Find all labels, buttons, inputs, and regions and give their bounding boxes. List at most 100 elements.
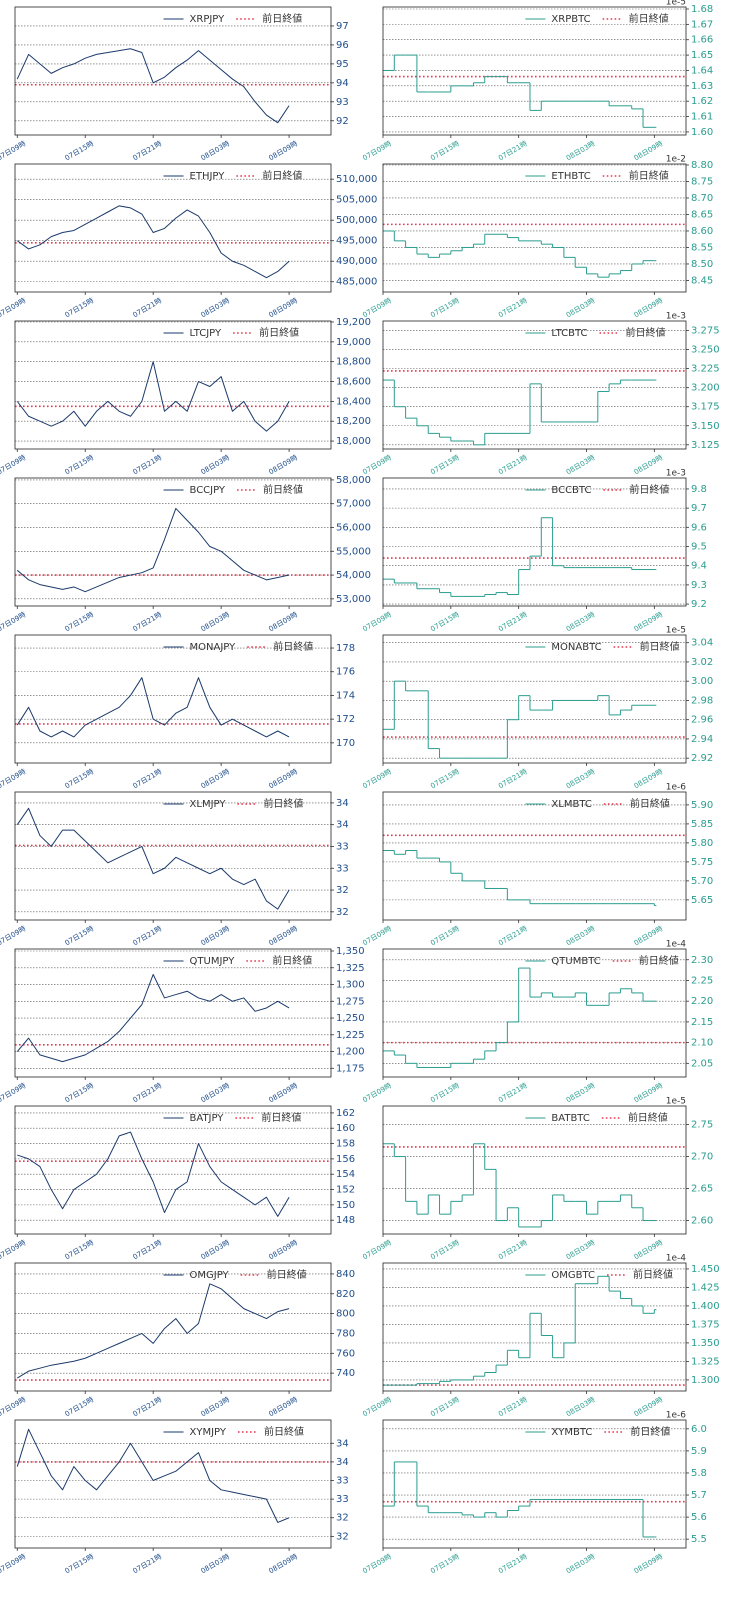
legend-label: 前日終値: [629, 12, 669, 25]
x-tick-label: 08日09時: [633, 611, 665, 634]
x-tick-label: 07日15時: [64, 297, 96, 320]
price-line: [16, 1428, 290, 1523]
plot-frame: [382, 6, 687, 136]
y-tick-label: 2.20: [691, 996, 713, 1007]
y-tick-label: 18,600: [336, 377, 371, 388]
x-tick-label: 07日09時: [361, 1239, 393, 1262]
y-tick-label: 34: [336, 798, 349, 809]
x-tick-label: 07日15時: [429, 925, 461, 948]
x-tick-label: 07日09時: [361, 1553, 393, 1576]
y-tick-label: 1.61: [691, 112, 713, 123]
legend-label: BCCBTC: [551, 485, 591, 496]
y-tick-label: 2.30: [691, 955, 713, 966]
x-tick-label: 08日09時: [633, 454, 665, 477]
plot-frame: [382, 948, 687, 1078]
plot-frame: [382, 477, 687, 607]
y-tick-label: 8.60: [691, 226, 713, 237]
y-tick-label: 5.7: [691, 1490, 707, 1501]
x-tick-label: 07日21時: [497, 768, 529, 791]
x-tick-label: 07日09時: [0, 140, 27, 163]
x-tick-label: 07日15時: [429, 1396, 461, 1419]
y-tick-label: 3.125: [691, 440, 720, 451]
x-tick-label: 08日09時: [633, 1239, 665, 1262]
y-tick-label: 92: [336, 116, 349, 127]
legend-label: 前日終値: [273, 640, 313, 653]
y-tick-label: 5.85: [691, 819, 713, 830]
legend-label: BCCJPY: [190, 485, 226, 496]
x-tick-label: 07日15時: [429, 297, 461, 320]
x-tick-label: 08日09時: [268, 768, 300, 791]
y-tick-label: 18,800: [336, 357, 371, 368]
y-tick-label: 56,000: [336, 522, 371, 533]
y-tick-label: 1.450: [691, 1264, 720, 1275]
y-tick-label: 500,000: [336, 215, 377, 226]
axis-offset: 1e-4: [666, 940, 687, 950]
x-tick-label: 07日21時: [497, 1553, 529, 1576]
y-tick-label: 1.400: [691, 1301, 720, 1312]
y-tick-label: 32: [336, 1513, 349, 1524]
x-tick-label: 08日03時: [565, 1239, 597, 1262]
y-tick-label: 9.4: [691, 561, 707, 572]
legend-label: BATBTC: [551, 1113, 589, 1124]
x-tick-label: 08日09時: [633, 1553, 665, 1576]
y-tick-label: 160: [336, 1123, 355, 1134]
x-tick-label: 07日09時: [0, 1082, 27, 1105]
plot-frame: [14, 634, 332, 764]
price-line: [16, 507, 290, 593]
y-tick-label: 178: [336, 643, 355, 654]
plot-frame: [14, 163, 332, 293]
x-tick-label: 08日09時: [268, 1239, 300, 1262]
y-tick-label: 94: [336, 78, 349, 89]
y-tick-label: 54,000: [336, 570, 371, 581]
x-tick-label: 07日15時: [429, 454, 461, 477]
x-tick-label: 08日03時: [200, 768, 232, 791]
y-tick-label: 2.96: [691, 715, 713, 726]
x-tick-label: 08日09時: [633, 140, 665, 163]
legend-label: OMGJPY: [190, 1270, 230, 1281]
y-tick-label: 5.80: [691, 838, 713, 849]
x-tick-label: 08日03時: [200, 1082, 232, 1105]
y-tick-label: 33: [336, 1476, 349, 1487]
y-tick-label: 32: [336, 885, 349, 896]
x-tick-label: 07日21時: [132, 140, 164, 163]
legend-label: 前日終値: [628, 1111, 668, 1124]
y-tick-label: 3.250: [691, 345, 720, 356]
x-tick-label: 08日09時: [268, 925, 300, 948]
y-tick-label: 1.64: [691, 65, 713, 76]
legend-label: LTCBTC: [551, 328, 587, 339]
legend-label: ETHJPY: [190, 171, 226, 182]
y-tick-label: 174: [336, 690, 355, 701]
legend-label: 前日終値: [261, 1111, 301, 1124]
y-tick-label: 8.50: [691, 259, 713, 270]
x-tick-label: 07日09時: [0, 454, 27, 477]
y-tick-label: 53,000: [336, 594, 371, 605]
x-tick-label: 07日09時: [0, 1396, 27, 1419]
legend-label: 前日終値: [272, 954, 312, 967]
plot-frame: [382, 1419, 687, 1549]
x-tick-label: 08日09時: [633, 768, 665, 791]
x-tick-label: 08日09時: [268, 1553, 300, 1576]
y-tick-label: 760: [336, 1348, 355, 1359]
x-tick-label: 08日09時: [268, 140, 300, 163]
x-tick-label: 08日03時: [565, 925, 597, 948]
plot-frame: [382, 634, 687, 764]
legend-label: 前日終値: [630, 797, 670, 810]
x-tick-label: 07日21時: [132, 1082, 164, 1105]
legend-label: 前日終値: [630, 1425, 670, 1438]
y-tick-label: 8.80: [691, 160, 713, 171]
y-tick-label: 32: [336, 1531, 349, 1542]
y-tick-label: 9.3: [691, 580, 707, 591]
y-tick-label: 93: [336, 97, 349, 108]
x-tick-label: 07日15時: [429, 140, 461, 163]
y-tick-label: 3.02: [691, 657, 713, 668]
x-tick-label: 08日09時: [268, 297, 300, 320]
y-tick-label: 1,350: [336, 946, 365, 957]
y-tick-label: 1,200: [336, 1047, 365, 1058]
y-tick-label: 1.325: [691, 1356, 720, 1367]
y-tick-label: 1.68: [691, 4, 713, 15]
legend-label: 前日終値: [262, 12, 302, 25]
y-tick-label: 1.60: [691, 127, 713, 138]
y-tick-label: 156: [336, 1154, 355, 1165]
y-tick-label: 740: [336, 1368, 355, 1379]
x-tick-label: 07日21時: [497, 1082, 529, 1105]
